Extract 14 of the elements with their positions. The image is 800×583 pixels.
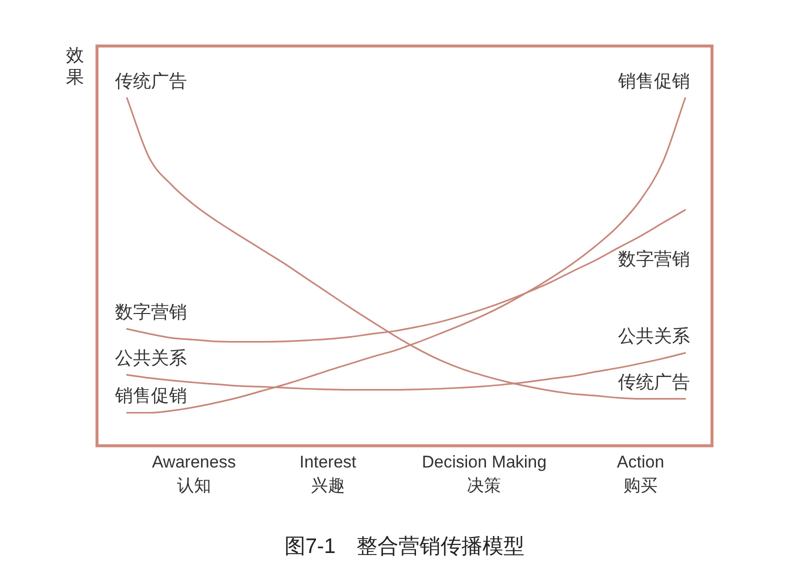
y-axis-title: 效果 [66,44,84,87]
text: 图7-1 整合营销传播模型 [284,535,525,558]
x-tick-label: Interest 兴趣 [300,452,357,496]
text: 数字营销 [114,302,187,322]
x-tick-label: Awareness 认知 [152,452,236,496]
text: 销售促销 [618,70,690,91]
series-label: 公共关系 [618,326,690,346]
text: 公共关系 [114,348,187,368]
text: 传统广告 [114,70,187,91]
x-tick-label: Decision Making 决策 [422,452,547,496]
x-tick-label: Action 购买 [616,452,664,496]
series-label: 销售促销 [114,386,187,406]
series-label: 传统广告 [618,372,690,392]
series-label: 数字营销 [618,248,690,269]
